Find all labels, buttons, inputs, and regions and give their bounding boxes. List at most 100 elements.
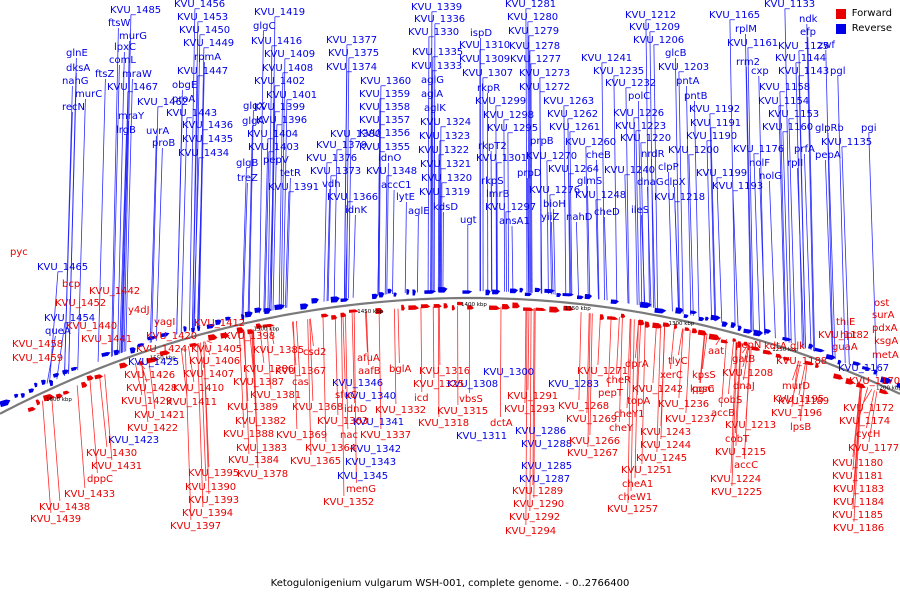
leader-line bbox=[346, 57, 350, 299]
forward-gene-label: KVU_1181 bbox=[832, 471, 883, 482]
leader-line bbox=[258, 30, 264, 314]
forward-gene-label: cycH bbox=[856, 429, 880, 440]
reverse-gene-label: KVU_1309 bbox=[459, 54, 510, 65]
reverse-gene-label: pepV bbox=[263, 155, 289, 166]
leader-line bbox=[267, 45, 273, 312]
reverse-gene-label: lmrB bbox=[486, 189, 510, 200]
leader-line bbox=[344, 71, 348, 299]
reverse-gene-label: KVU_1396 bbox=[256, 115, 307, 126]
reverse-gene-arrow bbox=[52, 373, 60, 378]
leader-line bbox=[264, 151, 270, 313]
forward-gene-label: KVU_1382 bbox=[235, 416, 286, 427]
reverse-gene-label: murG bbox=[119, 31, 147, 42]
leader-line bbox=[496, 198, 498, 292]
leader-line bbox=[784, 8, 792, 344]
leader-line bbox=[442, 211, 444, 292]
forward-gene-label: KVU_1251 bbox=[621, 465, 672, 476]
leader-line bbox=[652, 323, 657, 384]
forward-gene-label: KVU_1430 bbox=[86, 448, 137, 459]
leader-line bbox=[342, 313, 346, 390]
reverse-gene-label: glmS bbox=[577, 176, 602, 187]
reverse-gene-label: prfA bbox=[794, 144, 815, 155]
reverse-gene-label: KVU_1360 bbox=[360, 76, 411, 87]
leader-line bbox=[394, 308, 397, 405]
reverse-gene-arrow bbox=[196, 325, 201, 332]
reverse-gene-arrow bbox=[244, 311, 253, 318]
leader-line bbox=[270, 111, 276, 311]
forward-gene-arrow bbox=[833, 373, 844, 380]
kbp-tick-label: 1350 kbp bbox=[565, 306, 591, 312]
leader-line bbox=[549, 194, 552, 295]
leader-line bbox=[284, 191, 290, 309]
reverse-gene-arrow bbox=[340, 298, 349, 303]
figure-caption: Ketogulonigenium vulgarum WSH-001, compl… bbox=[270, 578, 630, 589]
reverse-gene-label: KVU_1161 bbox=[727, 38, 778, 49]
leader-line bbox=[51, 396, 61, 502]
reverse-gene-label: rkpS bbox=[481, 176, 504, 187]
leader-line bbox=[189, 8, 196, 331]
forward-gene-label: KVU_1177 bbox=[848, 443, 899, 454]
kbp-tick-label: 1300 kbp bbox=[669, 321, 695, 327]
reverse-gene-label: KVU_1374 bbox=[326, 62, 377, 73]
leader-line bbox=[688, 154, 694, 316]
leader-line bbox=[700, 333, 706, 384]
reverse-gene-label: obgE bbox=[172, 80, 197, 91]
forward-gene-arrow bbox=[35, 399, 41, 406]
leader-line bbox=[627, 318, 632, 504]
forward-gene-arrow bbox=[638, 319, 645, 326]
reverse-gene-label: KVU_1283 bbox=[548, 379, 599, 390]
reverse-gene-label: KVU_1333 bbox=[411, 61, 462, 72]
leader-line bbox=[678, 328, 683, 356]
reverse-gene-arrow bbox=[147, 335, 157, 341]
leader-line bbox=[852, 384, 861, 510]
reverse-gene-label: KVU_1209 bbox=[629, 22, 680, 33]
forward-gene-label: aat bbox=[708, 346, 724, 357]
reverse-gene-label: glgC bbox=[253, 21, 275, 32]
forward-gene-label: KVU_1316 bbox=[419, 366, 470, 377]
reverse-gene-arrow bbox=[28, 388, 35, 394]
forward-gene-label: KVU_1384 bbox=[228, 455, 279, 466]
leader-line bbox=[248, 110, 254, 316]
reverse-gene-label: KVU_1320 bbox=[421, 173, 472, 184]
forward-gene-label: KVU_1180 bbox=[832, 458, 883, 469]
reverse-gene-arrow bbox=[225, 316, 231, 321]
forward-gene-label: KVU_1294 bbox=[505, 526, 556, 537]
forward-gene-label: topA bbox=[627, 396, 650, 407]
leader-line bbox=[827, 132, 836, 360]
reverse-gene-label: KVU_1436 bbox=[182, 120, 233, 131]
leader-line bbox=[624, 174, 629, 304]
forward-gene-label: KVU_1196 bbox=[771, 408, 822, 419]
reverse-gene-arrow bbox=[485, 289, 491, 296]
leader-line bbox=[345, 201, 349, 299]
forward-gene-arrow bbox=[691, 328, 698, 334]
leader-line bbox=[241, 167, 247, 318]
reverse-gene-arrow bbox=[393, 292, 397, 297]
forward-gene-label: KVU_1441 bbox=[81, 334, 132, 345]
forward-gene-label: KVU_1429 bbox=[121, 396, 172, 407]
reverse-gene-label: KVU_1330 bbox=[408, 27, 459, 38]
reverse-gene-label: KVU_1277 bbox=[510, 54, 561, 65]
reverse-gene-label: KVU_1345 bbox=[337, 471, 388, 482]
leader-line bbox=[530, 63, 533, 293]
reverse-gene-label: KVU_1341 bbox=[353, 417, 404, 428]
forward-gene-label: KVU_1257 bbox=[607, 504, 658, 515]
reverse-gene-arrow bbox=[371, 293, 378, 300]
leader-line bbox=[694, 100, 700, 318]
reverse-gene-label: rplI bbox=[787, 158, 803, 169]
reverse-gene-label: KVU_1323 bbox=[419, 131, 470, 142]
leader-line bbox=[266, 326, 272, 390]
leader-line bbox=[440, 182, 443, 292]
forward-gene-label: KVU_1420 bbox=[146, 331, 197, 342]
leader-line bbox=[587, 313, 591, 448]
reverse-gene-arrow bbox=[70, 366, 78, 372]
forward-gene-label: cobT bbox=[725, 434, 750, 445]
forward-gene-arrow bbox=[855, 382, 866, 389]
reverse-gene-label: KVU_1449 bbox=[183, 38, 234, 49]
reverse-gene-label: treZ bbox=[237, 173, 258, 184]
leader-line bbox=[529, 307, 532, 512]
leader-line bbox=[735, 342, 742, 434]
reverse-gene-label: aglA bbox=[421, 89, 443, 100]
leader-line bbox=[649, 31, 654, 308]
reverse-gene-arrow bbox=[330, 296, 340, 303]
leader-line bbox=[433, 112, 435, 292]
